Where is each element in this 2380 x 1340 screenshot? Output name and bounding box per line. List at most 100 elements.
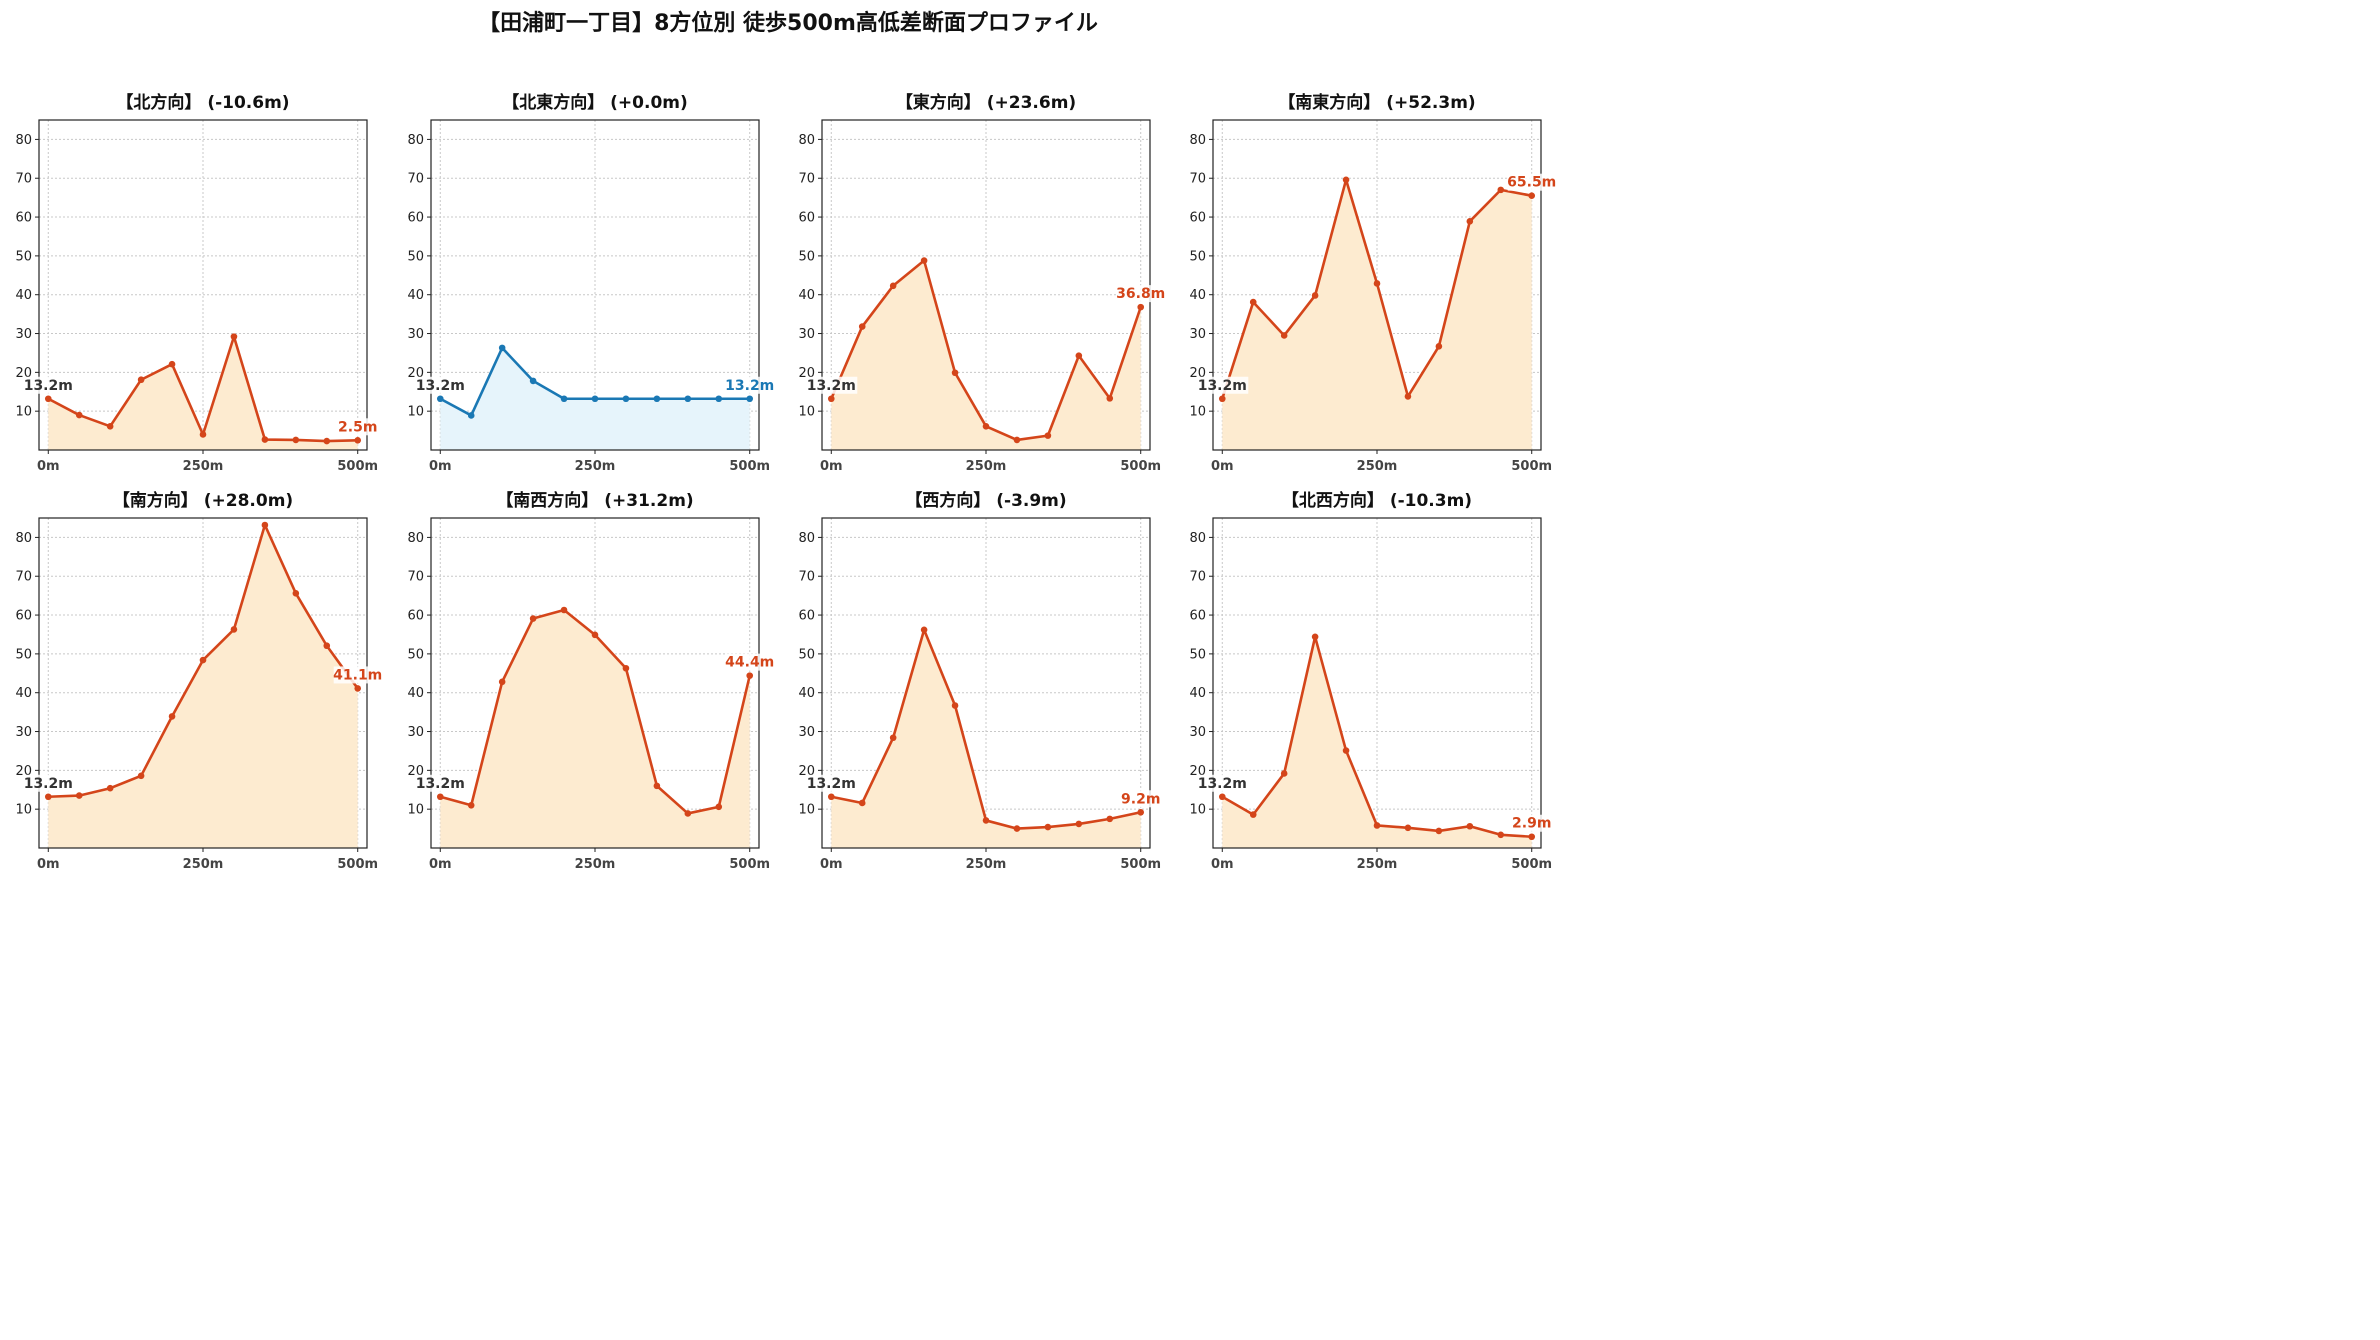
data-point [1013,825,1021,832]
x-tick-label: 0m [820,459,843,474]
data-point [261,521,269,529]
y-tick-label: 10 [15,803,32,818]
data-point [1404,393,1412,400]
data-point [354,685,362,692]
y-tick-label: 40 [407,686,424,701]
y-tick-label: 60 [1189,211,1206,226]
data-point [137,376,145,384]
data-point [261,436,269,443]
data-point [1137,303,1145,311]
end-label-bg [725,653,776,671]
x-tick-label: 500m [729,857,770,872]
start-label-bg [24,774,75,792]
y-tick-label: 10 [1189,803,1206,818]
data-point [1106,395,1114,402]
start-label: 13.2m [807,378,856,394]
data-point [168,713,176,720]
end-label: 2.9m [1512,816,1551,832]
data-point [746,672,754,679]
data-point [75,792,83,799]
y-tick-label: 70 [407,172,424,187]
y-tick-label: 60 [798,211,815,226]
data-point [199,656,207,664]
data-point [354,436,362,444]
panel-title: 【北東方向】 (+0.0m) [502,92,688,113]
x-tick-label: 0m [37,857,60,872]
x-tick-label: 0m [1211,459,1234,474]
profile-area [48,524,358,848]
data-point [1249,298,1257,306]
y-tick-label: 30 [798,327,815,342]
y-tick-label: 70 [1189,172,1206,187]
data-point [889,734,897,742]
start-label-bg [1198,376,1249,394]
start-label-bg [1198,774,1249,792]
start-label: 13.2m [24,776,73,792]
y-tick-label: 50 [407,249,424,264]
end-label: 9.2m [1121,791,1160,807]
panel-title: 【南西方向】 (+31.2m) [496,490,693,511]
y-tick-label: 40 [798,686,815,701]
data-point [684,810,692,817]
data-point [1075,820,1083,828]
x-tick-label: 0m [1211,857,1234,872]
data-point [1373,280,1381,287]
data-point [1404,824,1412,832]
data-point [436,395,444,403]
y-tick-label: 40 [15,288,32,303]
y-tick-label: 30 [798,725,815,740]
profile-area [1222,636,1532,848]
start-label-bg [807,774,858,792]
x-tick-label: 250m [1357,459,1398,474]
y-tick-label: 50 [798,647,815,662]
profile-area [1222,179,1532,450]
x-tick-label: 500m [1120,857,1161,872]
y-tick-label: 70 [798,570,815,585]
y-tick-label: 30 [15,327,32,342]
x-tick-label: 0m [429,857,452,872]
end-label-bg [333,666,384,684]
start-label-bg [807,376,858,394]
data-point [827,793,835,801]
data-point [1466,822,1474,830]
data-point [1497,831,1505,839]
data-point [199,431,207,438]
end-label: 41.1m [333,667,382,683]
start-label: 13.2m [1198,378,1247,394]
data-point [1137,808,1145,816]
end-label-bg [1116,790,1167,808]
data-point [292,436,300,444]
y-tick-label: 60 [407,211,424,226]
start-label: 13.2m [416,378,465,394]
data-point [1528,833,1536,841]
y-tick-label: 10 [1189,405,1206,420]
y-tick-label: 80 [15,133,32,148]
data-point [827,395,835,403]
data-point [230,626,238,633]
data-point [920,626,928,634]
start-label-bg [416,376,467,394]
panel-title: 【西方向】 (-3.9m) [905,490,1066,511]
data-point [1311,633,1319,641]
data-point [715,395,723,403]
panel-title: 【北方向】 (-10.6m) [116,92,289,113]
y-tick-label: 50 [1189,647,1206,662]
y-tick-label: 40 [407,288,424,303]
panel-title: 【北西方向】 (-10.3m) [1282,490,1472,511]
data-point [1528,192,1536,200]
y-tick-label: 50 [15,249,32,264]
data-point [591,395,599,403]
data-point [889,282,897,290]
data-point [982,817,990,824]
data-point [1435,827,1443,835]
data-point [1280,332,1288,339]
start-label-bg [24,376,75,394]
y-tick-label: 80 [407,531,424,546]
y-tick-label: 50 [798,249,815,264]
data-point [1435,343,1443,350]
data-point [1044,823,1052,831]
